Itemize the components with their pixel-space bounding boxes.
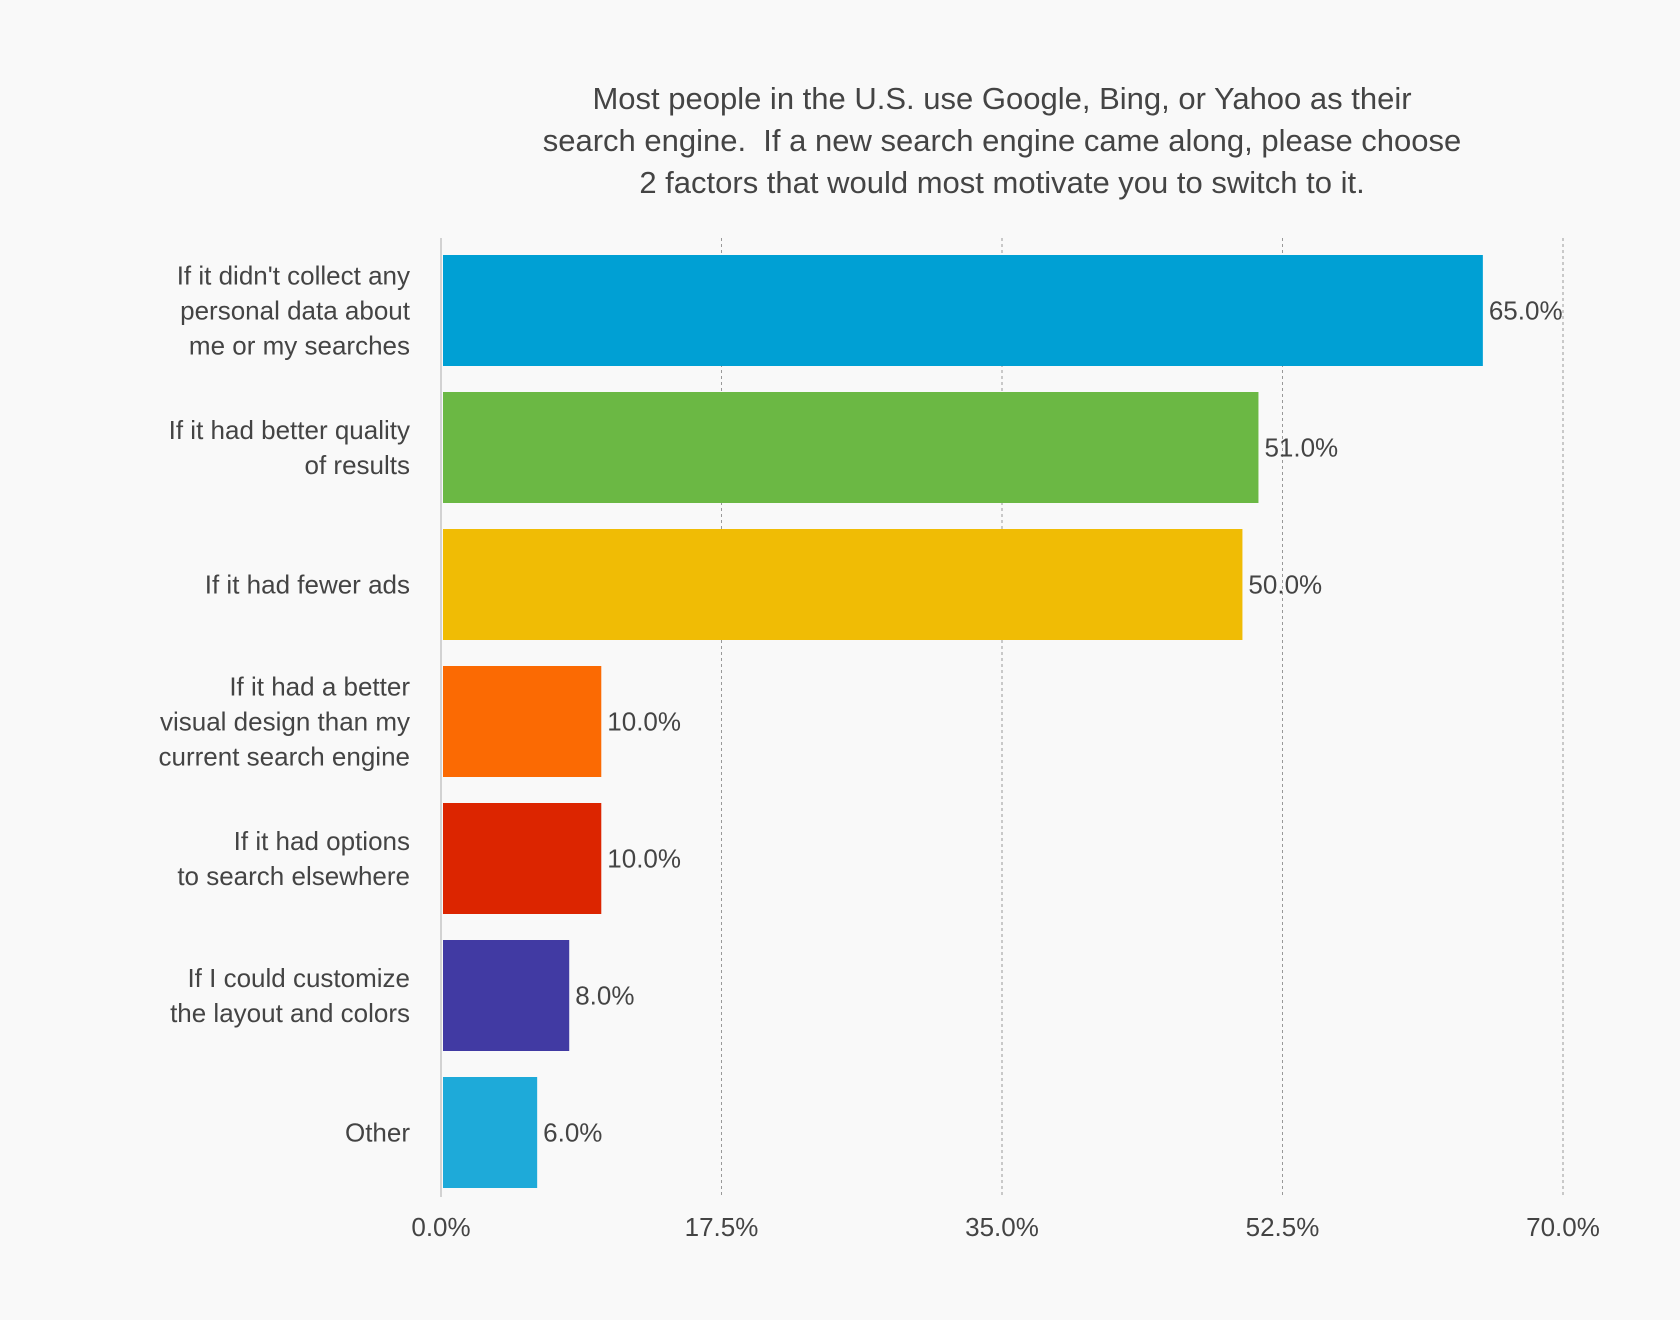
category-label: the layout and colors: [170, 998, 410, 1028]
data-label: 50.0%: [1248, 570, 1322, 600]
bar: [443, 940, 570, 1051]
category-label: If it had a better: [229, 672, 410, 702]
x-tick-label: 0.0%: [411, 1212, 470, 1242]
bar: [443, 255, 1483, 366]
category-label: If it had options: [234, 826, 410, 856]
x-tick-label: 70.0%: [1526, 1212, 1600, 1242]
bar: [443, 666, 602, 777]
x-tick-label: 35.0%: [965, 1212, 1039, 1242]
data-label: 10.0%: [607, 844, 681, 874]
bar: [443, 1077, 538, 1188]
category-label: personal data about: [180, 296, 411, 326]
title-line: 2 factors that would most motivate you t…: [639, 165, 1365, 200]
category-label: of results: [305, 450, 411, 480]
data-label: 10.0%: [607, 707, 681, 737]
title-line: search engine. If a new search engine ca…: [542, 123, 1462, 158]
category-label: visual design than my: [160, 707, 410, 737]
category-label: If it didn't collect any: [177, 261, 410, 291]
category-label: current search engine: [159, 742, 410, 772]
bar: [443, 803, 602, 914]
chart-title: Most people in the U.S. use Google, Bing…: [440, 78, 1564, 204]
category-label: If I could customize: [187, 963, 410, 993]
category-label: me or my searches: [189, 331, 410, 361]
title-line: Most people in the U.S. use Google, Bing…: [592, 81, 1412, 116]
bar: [443, 529, 1243, 640]
category-label: If it had fewer ads: [205, 570, 410, 600]
data-label: 65.0%: [1489, 296, 1563, 326]
category-label: Other: [345, 1118, 410, 1148]
x-tick-label: 52.5%: [1246, 1212, 1320, 1242]
bar: [443, 392, 1259, 503]
category-label: If it had better quality: [169, 415, 410, 445]
data-label: 51.0%: [1264, 433, 1338, 463]
category-label: to search elsewhere: [177, 861, 410, 891]
data-label: 6.0%: [543, 1118, 602, 1148]
x-tick-label: 17.5%: [685, 1212, 759, 1242]
data-label: 8.0%: [575, 981, 634, 1011]
